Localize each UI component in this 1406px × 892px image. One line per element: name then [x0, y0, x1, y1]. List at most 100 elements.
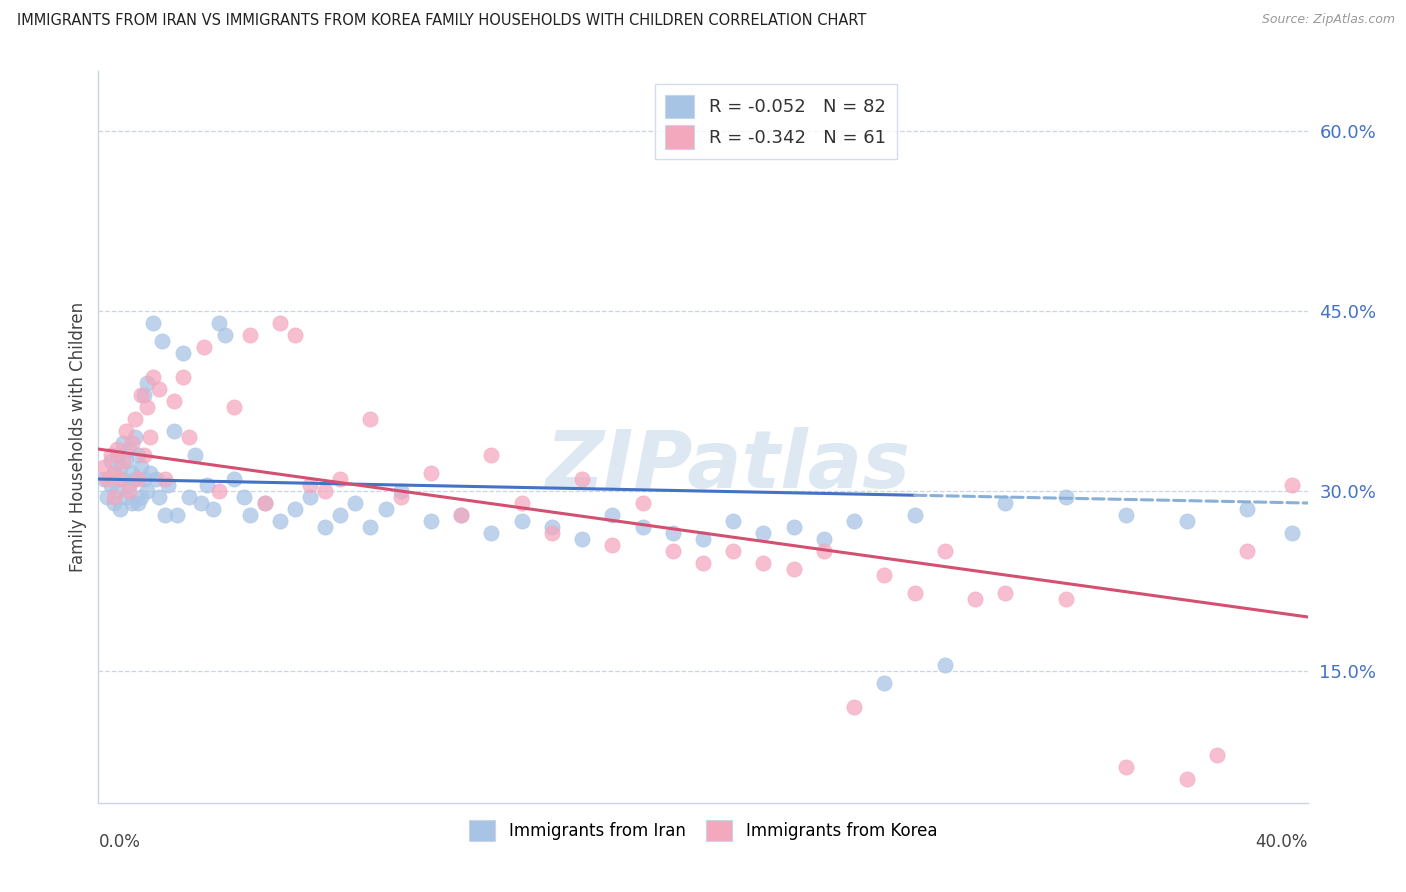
Point — [420, 466, 443, 480]
Point — [103, 466, 125, 480]
Point — [602, 538, 624, 552]
Point — [1281, 478, 1303, 492]
Point — [1054, 591, 1077, 606]
Point — [994, 586, 1017, 600]
Point — [100, 478, 122, 492]
Point — [1115, 508, 1137, 522]
Point — [163, 394, 186, 409]
Point — [148, 382, 170, 396]
Point — [224, 472, 246, 486]
Point — [374, 502, 396, 516]
Point — [124, 472, 146, 486]
Point — [132, 472, 155, 486]
Point — [631, 520, 654, 534]
Point — [156, 478, 179, 492]
Point — [129, 388, 152, 402]
Point — [224, 400, 246, 414]
Point — [184, 448, 207, 462]
Point — [208, 316, 231, 330]
Point — [103, 490, 125, 504]
Point — [172, 346, 194, 360]
Point — [127, 496, 149, 510]
Point — [783, 520, 806, 534]
Point — [253, 496, 276, 510]
Point — [118, 483, 141, 498]
Point — [965, 591, 987, 606]
Point — [329, 472, 352, 486]
Point — [1236, 544, 1258, 558]
Point — [100, 448, 122, 462]
Point — [135, 376, 157, 391]
Point — [510, 514, 533, 528]
Point — [139, 430, 162, 444]
Point — [153, 508, 176, 522]
Point — [314, 520, 336, 534]
Point — [118, 478, 141, 492]
Point — [481, 526, 503, 541]
Point — [93, 460, 115, 475]
Point — [752, 556, 775, 570]
Text: Source: ZipAtlas.com: Source: ZipAtlas.com — [1261, 13, 1395, 27]
Point — [103, 496, 125, 510]
Point — [153, 472, 176, 486]
Point — [166, 508, 188, 522]
Point — [132, 388, 155, 402]
Point — [108, 472, 131, 486]
Point — [692, 556, 714, 570]
Point — [253, 496, 276, 510]
Point — [195, 478, 218, 492]
Point — [631, 496, 654, 510]
Point — [108, 460, 131, 475]
Point — [299, 478, 322, 492]
Point — [904, 508, 927, 522]
Point — [145, 472, 167, 486]
Point — [135, 400, 157, 414]
Point — [360, 520, 382, 534]
Point — [208, 483, 231, 498]
Point — [661, 526, 683, 541]
Point — [96, 472, 118, 486]
Point — [124, 412, 146, 426]
Point — [129, 460, 152, 475]
Point — [111, 436, 134, 450]
Point — [752, 526, 775, 541]
Point — [299, 490, 322, 504]
Point — [127, 472, 149, 486]
Point — [723, 514, 745, 528]
Point — [450, 508, 472, 522]
Point — [121, 436, 143, 450]
Point — [1236, 502, 1258, 516]
Point — [1115, 760, 1137, 774]
Point — [150, 334, 173, 348]
Point — [389, 483, 412, 498]
Point — [163, 424, 186, 438]
Point — [314, 483, 336, 498]
Point — [873, 568, 896, 582]
Point — [135, 483, 157, 498]
Point — [193, 340, 215, 354]
Point — [1206, 747, 1229, 762]
Point — [813, 532, 835, 546]
Point — [103, 466, 125, 480]
Point — [96, 490, 118, 504]
Point — [232, 490, 254, 504]
Point — [269, 316, 291, 330]
Point — [284, 502, 307, 516]
Point — [904, 586, 927, 600]
Point — [121, 466, 143, 480]
Y-axis label: Family Households with Children: Family Households with Children — [69, 302, 87, 572]
Point — [108, 502, 131, 516]
Point — [121, 496, 143, 510]
Point — [844, 514, 866, 528]
Point — [389, 490, 412, 504]
Point — [93, 472, 115, 486]
Point — [127, 448, 149, 462]
Text: ZIPatlas: ZIPatlas — [544, 427, 910, 506]
Point — [1175, 772, 1198, 786]
Point — [124, 430, 146, 444]
Point — [172, 370, 194, 384]
Point — [344, 496, 367, 510]
Text: 40.0%: 40.0% — [1256, 833, 1308, 851]
Point — [105, 442, 128, 456]
Point — [142, 370, 165, 384]
